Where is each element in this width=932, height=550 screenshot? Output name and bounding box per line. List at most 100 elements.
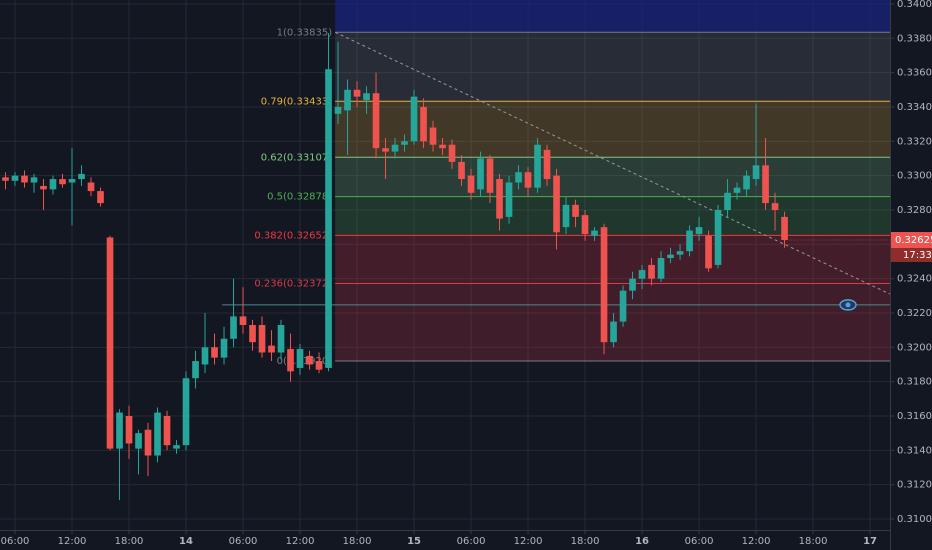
fib-level-label: 0.62(0.33107) — [261, 152, 333, 163]
candle-body — [249, 325, 256, 343]
candle-body — [477, 158, 484, 190]
x-tick-label: 14 — [179, 536, 193, 547]
candle-body — [239, 316, 247, 326]
candle-body — [724, 192, 731, 210]
candle-body — [743, 175, 750, 190]
x-tick-label: 18:00 — [115, 536, 144, 547]
candle-body — [78, 173, 85, 180]
countdown-tag — [891, 248, 932, 263]
candle-body — [49, 179, 57, 190]
candle-body — [2, 177, 9, 181]
countdown-label: 17:33 — [903, 250, 932, 261]
candle-body — [600, 227, 608, 343]
candle-body — [287, 349, 294, 372]
candle-body — [553, 175, 560, 233]
candle-body — [401, 141, 408, 145]
candle-body — [458, 161, 465, 180]
candle-body — [68, 179, 76, 183]
candle-body — [629, 278, 636, 291]
candle-body — [106, 237, 114, 449]
candle-body — [686, 230, 693, 252]
x-tick-label: 18:00 — [799, 536, 828, 547]
candle-body — [277, 325, 285, 353]
fib-level-label: 0.382(0.32652) — [254, 230, 332, 241]
x-tick-label: 06:00 — [1, 536, 30, 547]
candle-body — [467, 175, 475, 193]
candle-body — [220, 338, 228, 358]
candle-body — [182, 378, 190, 446]
candle-body — [705, 235, 712, 269]
candle-body — [40, 185, 47, 190]
candle-body — [439, 144, 446, 149]
fib-zone — [335, 157, 890, 197]
x-tick-label: 16 — [635, 536, 649, 547]
candle-body — [192, 361, 199, 379]
candle-body — [353, 89, 361, 97]
x-tick-label: 18:00 — [343, 536, 372, 547]
candle-body — [125, 415, 133, 444]
candle-body — [363, 93, 370, 101]
candle-body — [211, 347, 218, 358]
candle-body — [448, 144, 456, 162]
candle-body — [648, 264, 655, 279]
x-tick-label: 06:00 — [685, 536, 714, 547]
candle-body — [410, 96, 418, 142]
candle-body — [534, 144, 541, 188]
fib-zone — [335, 32, 890, 102]
candle-body — [581, 215, 589, 235]
fib-level-label: 0.5(0.32878) — [267, 192, 332, 203]
last-price-label: 0.32625 — [895, 235, 932, 246]
candle-body — [173, 445, 180, 449]
candle-body — [154, 412, 161, 456]
candle-body — [543, 149, 551, 180]
candle-body — [315, 361, 323, 370]
x-tick-label: 15 — [407, 536, 421, 547]
candle-body — [781, 216, 788, 241]
candle-body — [667, 254, 674, 259]
candle-body — [562, 204, 570, 228]
candle-body — [591, 230, 598, 236]
candle-body — [752, 165, 760, 180]
candle-body — [201, 347, 209, 365]
candle-body — [344, 89, 351, 111]
x-tick-label: 18:00 — [571, 536, 600, 547]
x-tick-label: 12:00 — [58, 536, 87, 547]
candle-body — [30, 177, 38, 183]
candle-body — [762, 165, 769, 204]
fib-zone — [335, 235, 890, 284]
candle-body — [391, 144, 399, 152]
candle-body — [619, 290, 627, 322]
x-tick-label: 12:00 — [514, 536, 543, 547]
price-axis — [890, 0, 932, 550]
time-axis — [0, 530, 890, 550]
candle-body — [638, 270, 646, 279]
fib-zone — [335, 196, 890, 236]
candle-body — [733, 187, 741, 193]
fib-extension-zone — [335, 0, 890, 33]
candle-body — [714, 209, 722, 265]
candle-body — [59, 179, 66, 185]
candle-body — [771, 203, 779, 210]
trend-line — [334, 31, 891, 295]
candle-body — [372, 93, 380, 149]
candle-body — [420, 106, 427, 142]
candle-body — [11, 175, 19, 181]
candle-body — [505, 182, 513, 217]
candle-body — [87, 182, 95, 192]
candle-body — [695, 227, 703, 235]
candle-body — [97, 191, 104, 204]
candle-body — [657, 258, 665, 279]
